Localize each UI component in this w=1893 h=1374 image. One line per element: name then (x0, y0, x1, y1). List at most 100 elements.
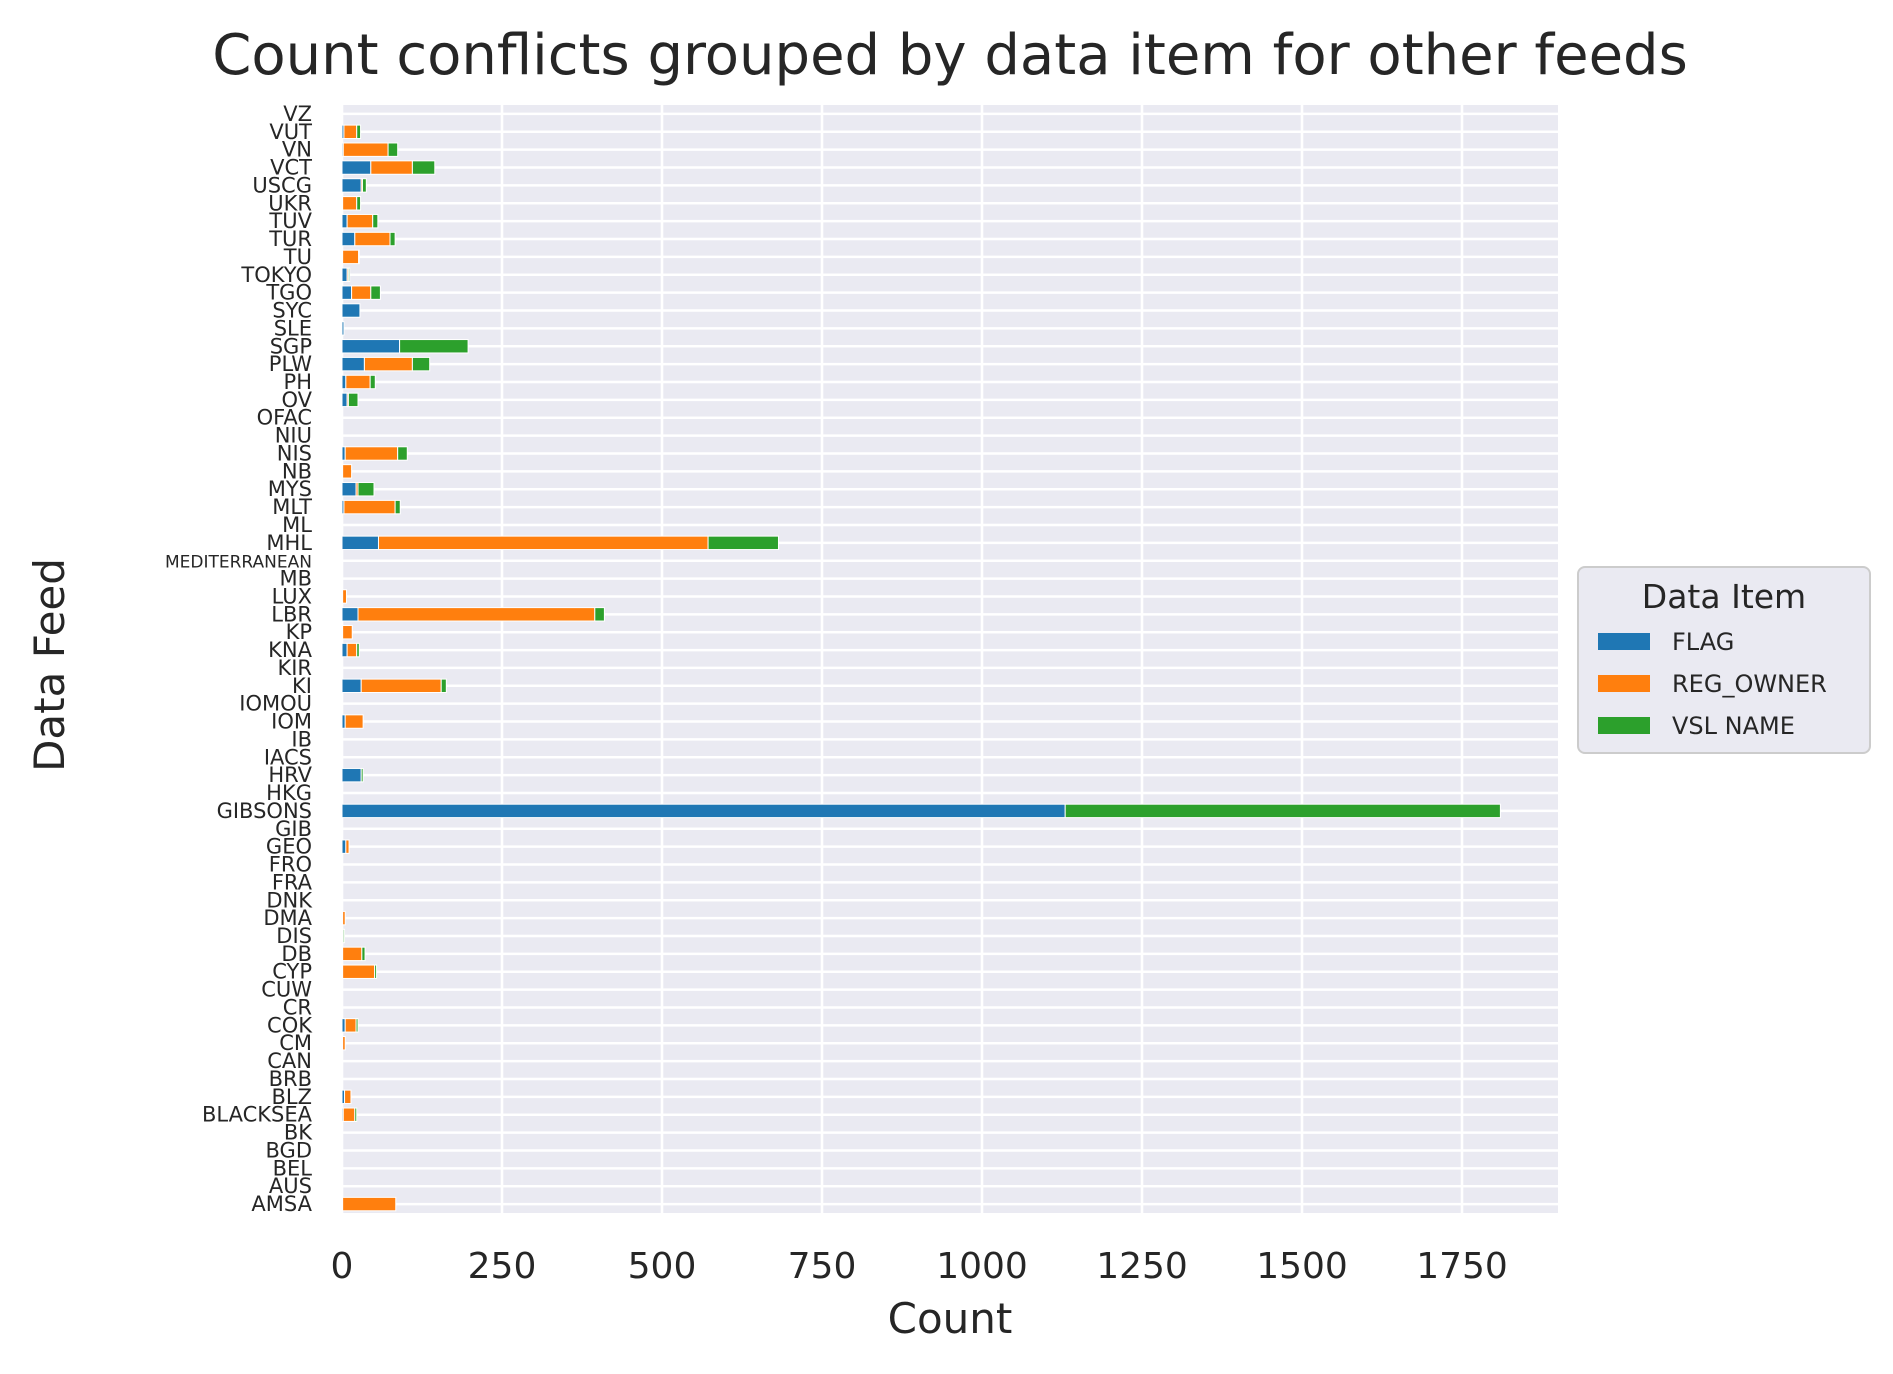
bar-segment (344, 1018, 357, 1033)
x-tick-label: 1500 (1256, 1246, 1348, 1287)
bar-segment (707, 535, 779, 551)
bar-segment (363, 356, 413, 372)
bar-segment (357, 482, 375, 497)
bar-segment (341, 392, 348, 408)
x-axis-label: Count (888, 1294, 1013, 1343)
y-tick-label: FRO (269, 853, 312, 877)
bar-segment (372, 213, 379, 229)
y-tick-label: DMA (263, 906, 312, 930)
x-tick-label: 1750 (1416, 1246, 1508, 1287)
x-tick-label: 1000 (936, 1246, 1028, 1287)
bar-segment (370, 285, 381, 300)
bar-segment (356, 124, 362, 140)
y-tick-label: NB (282, 459, 312, 483)
y-tick-label: NIU (275, 424, 312, 448)
bar-segment (341, 374, 347, 390)
bar-segment (341, 160, 372, 175)
bar-segment (351, 285, 372, 300)
y-tick-label: MB (279, 567, 312, 591)
bar-segment (358, 249, 360, 265)
bar-segment (341, 839, 347, 854)
bar-segment (374, 964, 378, 979)
y-tick-label: OFAC (257, 406, 312, 430)
y-tick-label: BK (284, 1121, 313, 1145)
x-tick-label: 250 (468, 1246, 537, 1287)
bar-segment (355, 1018, 359, 1033)
bar-segment (356, 642, 360, 658)
bar-segment (341, 356, 365, 372)
bar-segment (341, 678, 362, 694)
bar-segment (411, 160, 436, 175)
bar-segment (345, 839, 350, 854)
y-tick-label: MLT (272, 495, 312, 519)
y-tick-label: USCG (252, 173, 312, 197)
y-tick-label: MHL (266, 531, 312, 555)
y-tick-label: TUV (268, 209, 312, 233)
y-tick-label: VCT (270, 156, 312, 180)
bar-segment (594, 607, 605, 622)
y-tick-label: TOKYO (240, 263, 312, 287)
y-tick-label: COK (267, 1013, 313, 1037)
y-tick-label: KP (286, 620, 312, 644)
bar-segment (342, 196, 358, 211)
y-tick-label: LBR (271, 602, 312, 626)
y-tick-label: CUW (261, 978, 312, 1002)
y-tick-label: MYS (268, 477, 312, 501)
y-axis-label: Data Feed (25, 558, 74, 772)
legend: Data Item FLAG REG_OWNER VSL NAME (1577, 566, 1871, 754)
y-tick-label: VN (282, 138, 312, 162)
legend-title: Data Item (1642, 577, 1806, 616)
y-tick-label: CAN (267, 1049, 312, 1073)
bar-segment (343, 499, 396, 515)
y-tick-label: KIR (277, 656, 312, 680)
bar-segment (357, 607, 596, 622)
bar-segment (342, 928, 346, 944)
bar-segment (341, 517, 344, 533)
y-tick-label: UKR (268, 191, 312, 215)
bar-segment (356, 196, 362, 211)
y-tick-label: MEDITERRANEAN (165, 553, 312, 573)
y-tick-label: IACS (264, 745, 312, 769)
bar-segment (341, 178, 362, 193)
bar-segment (361, 178, 367, 193)
y-tick-label: BGD (266, 1138, 312, 1162)
bars (341, 124, 1501, 1212)
bar-segment (344, 1089, 352, 1105)
grid-lines (340, 105, 1558, 1213)
y-tick-label: TUR (268, 227, 312, 251)
y-tick-label: SGP (270, 334, 312, 358)
bar-segment (397, 446, 408, 461)
y-tick-label: ML (282, 513, 312, 537)
bar-segment (342, 249, 360, 265)
y-tick-label: FRA (272, 870, 313, 894)
legend-swatch (1598, 717, 1650, 734)
y-tick-label: BRB (269, 1067, 312, 1091)
bar-segment (346, 642, 358, 658)
y-tick-labels: VZVUTVNVCTUSCGUKRTUVTURTUTOKYOTGOSYCSLES… (165, 102, 313, 1216)
bar-segment (1064, 803, 1501, 819)
y-tick-label: PLW (269, 352, 312, 376)
y-tick-label: DB (281, 942, 312, 966)
bar-segment (341, 607, 359, 622)
bar-segment (341, 213, 348, 229)
bar-segment (361, 946, 366, 962)
bar-segment (342, 946, 363, 962)
legend-swatch (1598, 675, 1650, 692)
x-tick-label: 1250 (1096, 1246, 1188, 1287)
bar-segment (345, 374, 371, 390)
bar-segment (360, 767, 364, 783)
legend-label: REG_OWNER (1672, 670, 1827, 698)
bar-segment (440, 678, 447, 694)
y-tick-label: PH (284, 370, 312, 394)
y-tick-label: BLACKSEA (202, 1103, 313, 1127)
bar-segment (411, 356, 431, 372)
bar-segment (341, 767, 362, 783)
bar-segment (354, 1107, 358, 1122)
y-tick-label: HKG (266, 781, 312, 805)
legend-swatch (1598, 633, 1650, 650)
legend-label: FLAG (1672, 628, 1734, 656)
y-tick-label: KI (292, 674, 312, 698)
bar-segment (343, 124, 358, 140)
